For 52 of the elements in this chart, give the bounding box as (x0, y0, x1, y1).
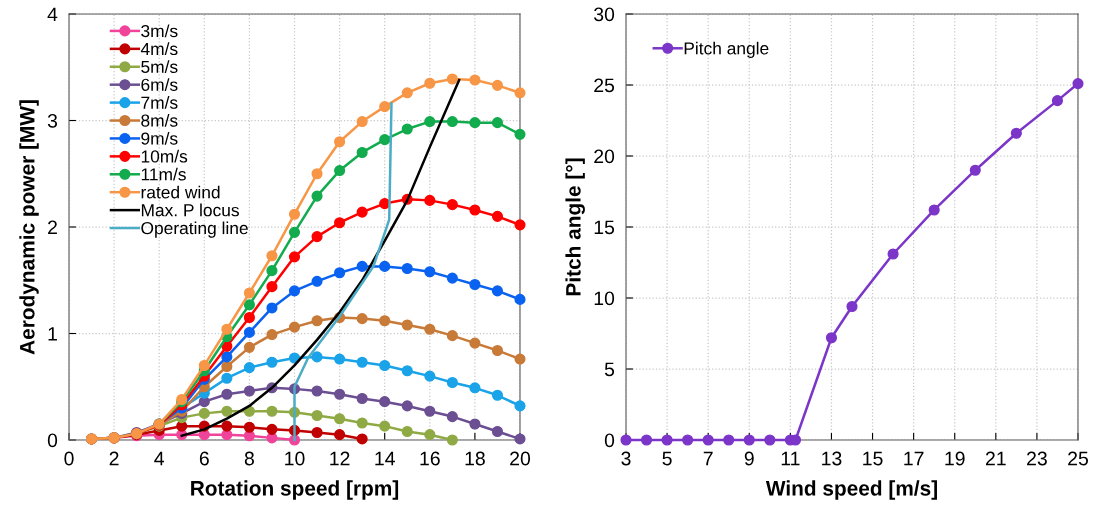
x-tick-label: 12 (330, 451, 350, 466)
legend-label: Max. P locus (141, 203, 239, 217)
legend-label: 8m/s (141, 114, 178, 127)
y-tick-label: 25 (594, 78, 615, 93)
x-tick-label: 7 (703, 451, 713, 466)
x-tick-label: 13 (822, 451, 842, 466)
x-tick-label: 5 (662, 451, 672, 466)
x-tick-label: 6 (199, 451, 209, 466)
legend-label: 10m/s (141, 149, 188, 163)
y-tick-label: 0 (47, 433, 58, 448)
x-tick-label: 0 (64, 451, 74, 466)
y-axis-title: Aerodynamic power [MW] (19, 100, 39, 355)
x-tick-label: 8 (244, 451, 254, 466)
x-tick-label: 21 (985, 451, 1006, 466)
x-tick-label: 10 (285, 451, 305, 466)
legend-label: 7m/s (141, 96, 178, 109)
y-tick-label: 15 (594, 220, 615, 235)
x-axis-title: Wind speed [m/s] (765, 480, 937, 500)
y-tick-label: 4 (47, 7, 58, 22)
y-tick-label: 2 (48, 220, 57, 235)
y-tick-label: 10 (594, 291, 615, 306)
y-tick-label: 0 (604, 433, 615, 448)
x-tick-label: 17 (904, 451, 924, 466)
legend-label: 9m/s (141, 131, 178, 145)
x-tick-label: 2 (109, 451, 119, 466)
x-tick-label: 25 (1068, 451, 1088, 466)
y-tick-label: 30 (594, 7, 615, 22)
legend-label: 5m/s (141, 60, 178, 74)
x-tick-label: 4 (154, 451, 165, 466)
legend-label: 4m/s (140, 42, 178, 56)
legend-label: Operating line (141, 221, 248, 238)
legend-label: 6m/s (141, 78, 178, 91)
x-tick-label: 19 (945, 451, 965, 466)
x-tick-label: 18 (465, 451, 485, 466)
legend-label: 3m/s (141, 24, 178, 38)
x-axis-title: Rotation speed [rpm] (191, 480, 399, 500)
y-tick-label: 20 (594, 149, 615, 164)
legend-label: rated wind (141, 185, 220, 199)
y-axis-title: Pitch angle [°] (565, 158, 585, 296)
x-tick-label: 14 (375, 451, 395, 466)
legend-label: 11m/s (141, 167, 186, 181)
x-tick-label: 16 (420, 451, 440, 466)
legend-label: Pitch angle (684, 41, 769, 58)
x-tick-label: 3 (621, 451, 631, 466)
x-tick-label: 9 (744, 451, 754, 466)
x-tick-label: 15 (863, 451, 883, 466)
x-tick-label: 20 (510, 451, 531, 466)
y-tick-label: 5 (604, 362, 615, 377)
x-tick-label: 11 (781, 451, 800, 466)
y-tick-label: 3 (47, 113, 58, 128)
x-tick-label: 23 (1027, 451, 1047, 466)
y-tick-label: 1 (48, 327, 57, 341)
